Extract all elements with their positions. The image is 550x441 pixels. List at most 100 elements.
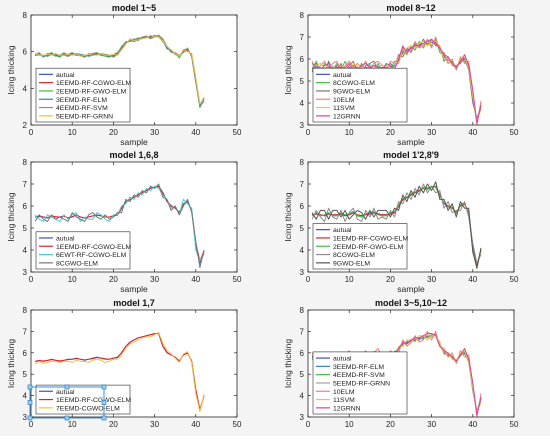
legend-entry: 5EEMD-RF-GRNN bbox=[56, 113, 113, 120]
y-axis-label: Icing thicking bbox=[283, 45, 293, 94]
y-tick-label: 4 bbox=[23, 246, 28, 255]
x-tick-label: 40 bbox=[468, 275, 477, 284]
series-line bbox=[312, 40, 482, 122]
series-line bbox=[311, 38, 482, 124]
axes-box bbox=[307, 14, 515, 126]
y-tick-label: 6 bbox=[300, 202, 305, 211]
axes-box bbox=[307, 161, 515, 273]
legend-entry: autual bbox=[56, 235, 75, 242]
x-tick-label: 0 bbox=[29, 275, 34, 284]
x-tick-label: 20 bbox=[109, 420, 118, 429]
legend-box bbox=[35, 67, 131, 123]
x-tick-label: 40 bbox=[191, 128, 200, 137]
x-axis-label: sample bbox=[397, 137, 425, 147]
legend-entry: 1EEMD-RF-CGWO-ELM bbox=[333, 235, 408, 242]
x-tick-label: 30 bbox=[150, 275, 159, 284]
x-tick-label: 50 bbox=[510, 128, 519, 137]
y-tick-label: 7 bbox=[300, 180, 305, 189]
legend-entry: 2EEMD-RF-GWO-ELM bbox=[56, 88, 127, 95]
x-tick-label: 0 bbox=[306, 420, 311, 429]
selection-handle[interactable] bbox=[64, 384, 70, 390]
selection-handle[interactable] bbox=[101, 400, 107, 405]
x-tick-label: 50 bbox=[233, 275, 242, 284]
x-tick-label: 20 bbox=[109, 128, 118, 137]
x-tick-label: 30 bbox=[150, 128, 159, 137]
y-tick-label: 3 bbox=[23, 268, 28, 277]
y-tick-label: 6 bbox=[23, 48, 28, 57]
y-tick-label: 8 bbox=[23, 158, 28, 167]
x-tick-label: 50 bbox=[510, 420, 519, 429]
y-tick-label: 8 bbox=[300, 11, 305, 20]
x-tick-label: 0 bbox=[306, 128, 311, 137]
y-axis-label: Icing thicking bbox=[6, 192, 16, 241]
chart-panel: 0 10 20 30 40 50 3 4 5 6 7 8 model 3~5,10~12 Icing th… bbox=[283, 298, 519, 429]
y-tick-label: 4 bbox=[300, 246, 305, 255]
y-tick-label: 5 bbox=[23, 370, 28, 379]
x-axis-label: sample bbox=[397, 284, 425, 294]
legend-entry: autual bbox=[56, 389, 75, 396]
chart-panel: 0 10 20 30 40 50 2 4 6 8 model 1~5 sample Icing thic… bbox=[6, 3, 242, 147]
legend-entry: 9GWO-ELM bbox=[333, 260, 370, 267]
x-tick-label: 10 bbox=[68, 128, 77, 137]
legend-entry: 8CGWO-ELM bbox=[333, 80, 375, 87]
y-tick-label: 6 bbox=[300, 349, 305, 358]
selection-handle[interactable] bbox=[64, 415, 70, 421]
x-tick-label: 0 bbox=[306, 275, 311, 284]
series-line bbox=[34, 34, 205, 105]
x-tick-label: 10 bbox=[345, 420, 354, 429]
selection-handle[interactable] bbox=[101, 415, 107, 421]
legend-box bbox=[312, 67, 408, 123]
legend-entry: 7EEMD-CGWO-ELM bbox=[56, 405, 120, 412]
y-axis-label: Icing thicking bbox=[283, 339, 293, 388]
chart-title: model 1'2,8'9 bbox=[383, 150, 439, 160]
y-tick-label: 7 bbox=[300, 33, 305, 42]
x-tick-label: 30 bbox=[150, 420, 159, 429]
legend-entry: 10ELM bbox=[333, 389, 355, 396]
legend-entry: 11SVM bbox=[333, 397, 355, 404]
legend-entry: 4EEMD-RF-SVM bbox=[56, 105, 108, 112]
x-tick-label: 40 bbox=[468, 420, 477, 429]
legend-entry: 9GWO-ELM bbox=[333, 88, 370, 95]
y-tick-label: 5 bbox=[300, 370, 305, 379]
selection-handle[interactable] bbox=[27, 415, 33, 421]
legend-entry: 8CGWO-ELM bbox=[56, 260, 98, 267]
chart-title: model 3~5,10~12 bbox=[375, 298, 447, 308]
y-tick-label: 6 bbox=[23, 349, 28, 358]
legend-entry: 12GRNN bbox=[333, 113, 361, 120]
y-tick-label: 6 bbox=[23, 202, 28, 211]
x-tick-label: 20 bbox=[109, 275, 118, 284]
legend-entry: 11SVM bbox=[333, 105, 355, 112]
selection-handles[interactable] bbox=[27, 384, 107, 421]
x-tick-label: 20 bbox=[386, 275, 395, 284]
selection-handle[interactable] bbox=[27, 400, 33, 405]
x-tick-label: 10 bbox=[68, 420, 77, 429]
y-tick-label: 2 bbox=[23, 121, 28, 130]
chart-panel: 0 10 20 30 40 50 3 4 5 6 7 8 model 1'2,8'9 sample Icin… bbox=[283, 150, 519, 294]
x-tick-label: 10 bbox=[345, 128, 354, 137]
x-tick-label: 0 bbox=[29, 128, 34, 137]
y-tick-label: 7 bbox=[23, 180, 28, 189]
y-tick-label: 4 bbox=[23, 392, 28, 401]
y-tick-label: 8 bbox=[300, 306, 305, 315]
y-tick-label: 6 bbox=[300, 55, 305, 64]
legend-entry: 4EEMD-RF-SVM bbox=[333, 372, 385, 379]
y-axis-label: Icing thicking bbox=[283, 192, 293, 241]
y-tick-label: 7 bbox=[300, 327, 305, 336]
legend-entry: 3EEMD-RF-ELM bbox=[56, 97, 107, 104]
y-tick-label: 7 bbox=[23, 327, 28, 336]
chart-panel: 0 10 20 30 40 50 3 4 5 6 7 8 model 8~12 sample Icing t… bbox=[283, 3, 519, 147]
selection-handle[interactable] bbox=[101, 384, 107, 390]
y-tick-label: 4 bbox=[23, 84, 28, 93]
x-tick-label: 30 bbox=[427, 420, 436, 429]
x-tick-label: 20 bbox=[386, 128, 395, 137]
selection-handle[interactable] bbox=[27, 384, 33, 390]
legend-entry: 12GRNN bbox=[333, 405, 361, 412]
axes-box bbox=[30, 161, 238, 273]
series-line bbox=[34, 332, 205, 413]
x-tick-label: 30 bbox=[427, 275, 436, 284]
y-tick-label: 4 bbox=[300, 99, 305, 108]
x-tick-label: 40 bbox=[191, 420, 200, 429]
series-line bbox=[34, 34, 205, 106]
y-tick-label: 3 bbox=[300, 121, 305, 130]
legend-entry: autual bbox=[333, 356, 352, 363]
